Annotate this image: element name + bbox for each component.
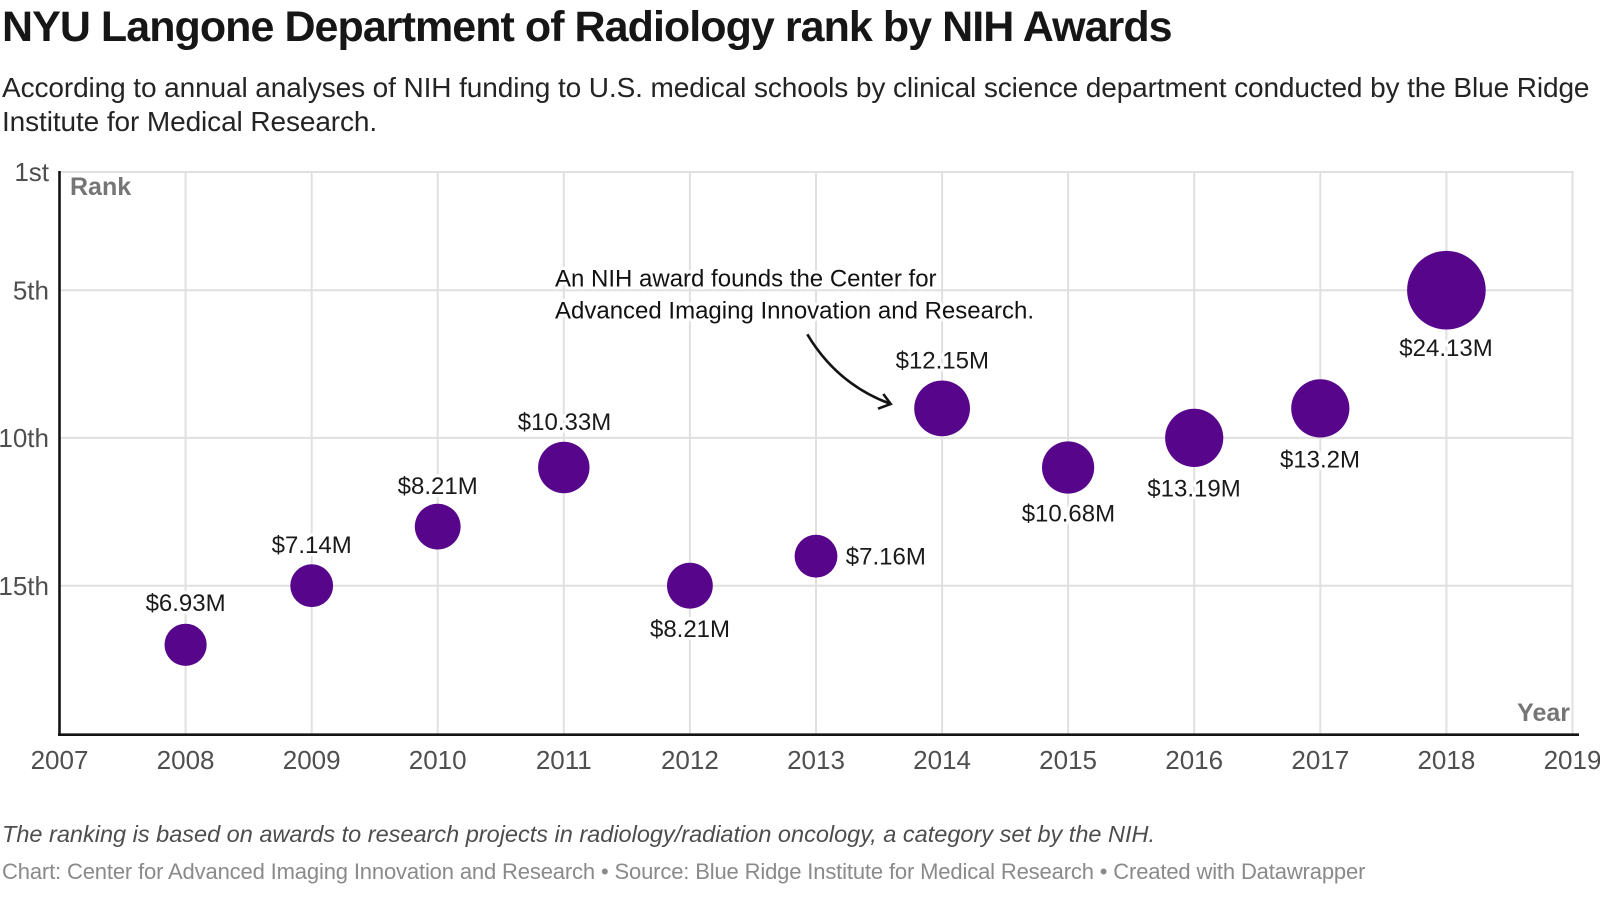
svg-text:2008: 2008 bbox=[157, 745, 215, 775]
svg-text:2011: 2011 bbox=[536, 745, 592, 775]
svg-text:$8.21M: $8.21M bbox=[650, 616, 730, 643]
svg-text:2012: 2012 bbox=[661, 745, 719, 775]
svg-text:2014: 2014 bbox=[913, 745, 971, 775]
svg-text:2007: 2007 bbox=[31, 745, 89, 775]
svg-text:An NIH award founds the Center: An NIH award founds the Center for bbox=[555, 265, 937, 292]
svg-text:2010: 2010 bbox=[409, 745, 467, 775]
svg-text:10th: 10th bbox=[0, 423, 49, 453]
svg-text:$12.15M: $12.15M bbox=[896, 348, 989, 375]
svg-text:2018: 2018 bbox=[1417, 745, 1475, 775]
svg-text:15th: 15th bbox=[0, 571, 49, 601]
svg-text:$24.13M: $24.13M bbox=[1399, 335, 1492, 362]
svg-text:2017: 2017 bbox=[1291, 745, 1349, 775]
svg-text:Rank: Rank bbox=[70, 173, 131, 201]
svg-text:$10.68M: $10.68M bbox=[1022, 501, 1115, 528]
svg-text:2009: 2009 bbox=[283, 745, 341, 775]
svg-text:2019: 2019 bbox=[1544, 745, 1600, 775]
svg-text:$13.19M: $13.19M bbox=[1147, 475, 1240, 502]
svg-text:$13.2M: $13.2M bbox=[1280, 446, 1360, 473]
svg-text:$8.21M: $8.21M bbox=[398, 473, 478, 500]
svg-text:$7.14M: $7.14M bbox=[272, 532, 352, 559]
svg-text:1st: 1st bbox=[14, 157, 49, 187]
svg-text:Advanced Imaging Innovation an: Advanced Imaging Innovation and Research… bbox=[555, 297, 1034, 324]
svg-text:Year: Year bbox=[1517, 699, 1570, 727]
svg-text:2015: 2015 bbox=[1039, 745, 1097, 775]
svg-text:2013: 2013 bbox=[787, 745, 845, 775]
svg-text:$7.16M: $7.16M bbox=[846, 544, 926, 571]
svg-text:5th: 5th bbox=[13, 276, 49, 306]
svg-text:$6.93M: $6.93M bbox=[146, 590, 226, 617]
svg-text:$10.33M: $10.33M bbox=[518, 409, 611, 436]
svg-text:2016: 2016 bbox=[1165, 745, 1223, 775]
